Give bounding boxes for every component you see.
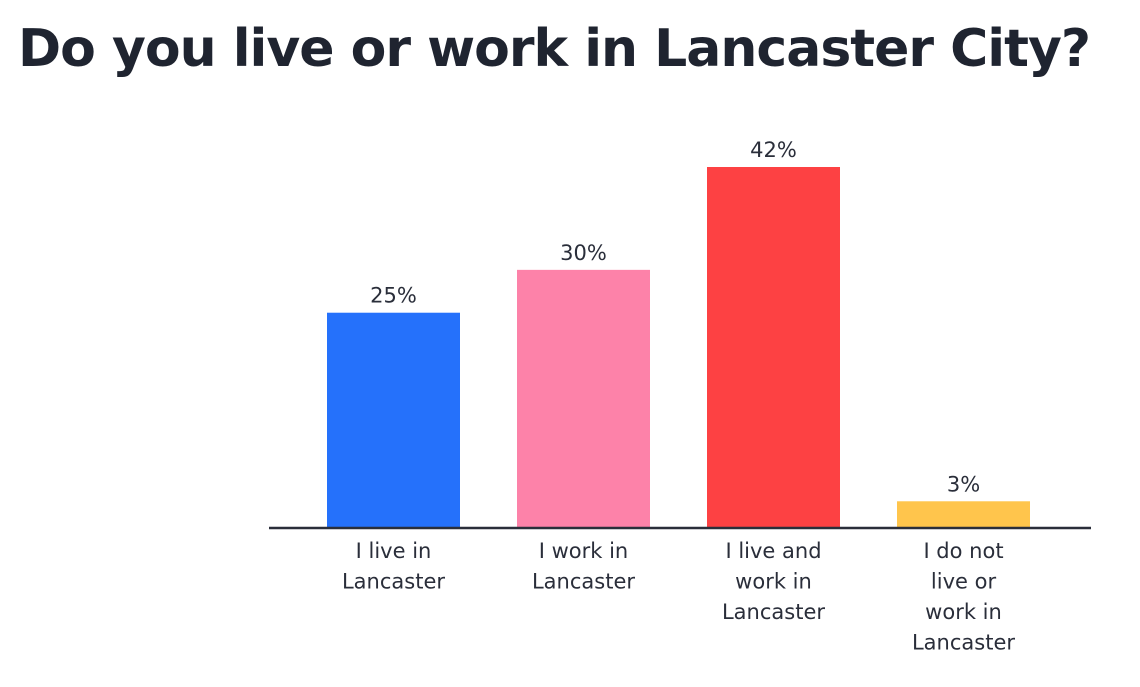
category-label-4-line-2: live or <box>931 570 997 594</box>
category-label-3-line-2: work in <box>735 570 812 594</box>
category-label-4-line-1: I do not <box>923 539 1003 563</box>
value-label-4: 3% <box>947 472 980 496</box>
category-label-2: I work in Lancaster <box>532 539 635 594</box>
bar-2 <box>517 269 650 527</box>
bar-4 <box>897 501 1030 527</box>
bar-3 <box>707 167 840 527</box>
category-label-4: I do not live or work in Lancaster <box>912 539 1015 655</box>
value-label-3: 42% <box>750 138 797 162</box>
category-label-1: I live in Lancaster <box>342 539 445 594</box>
category-label-1-line-2: Lancaster <box>342 570 445 594</box>
category-label-4-line-3: work in <box>925 600 1002 624</box>
bar-1 <box>327 312 460 527</box>
chart-title: Do you live or work in Lancaster City? <box>18 19 1091 79</box>
category-label-3: I live and work in Lancaster <box>722 539 825 624</box>
category-label-3-line-1: I live and <box>725 539 821 563</box>
value-label-2: 30% <box>560 241 607 265</box>
category-label-4-line-4: Lancaster <box>912 631 1015 655</box>
category-label-2-line-2: Lancaster <box>532 570 635 594</box>
bars-group <box>327 167 1030 527</box>
value-labels-group: 25% 30% 42% 3% <box>370 138 980 496</box>
category-label-1-line-1: I live in <box>356 539 432 563</box>
category-label-2-line-1: I work in <box>539 539 629 563</box>
value-label-1: 25% <box>370 284 417 308</box>
category-label-3-line-3: Lancaster <box>722 600 825 624</box>
